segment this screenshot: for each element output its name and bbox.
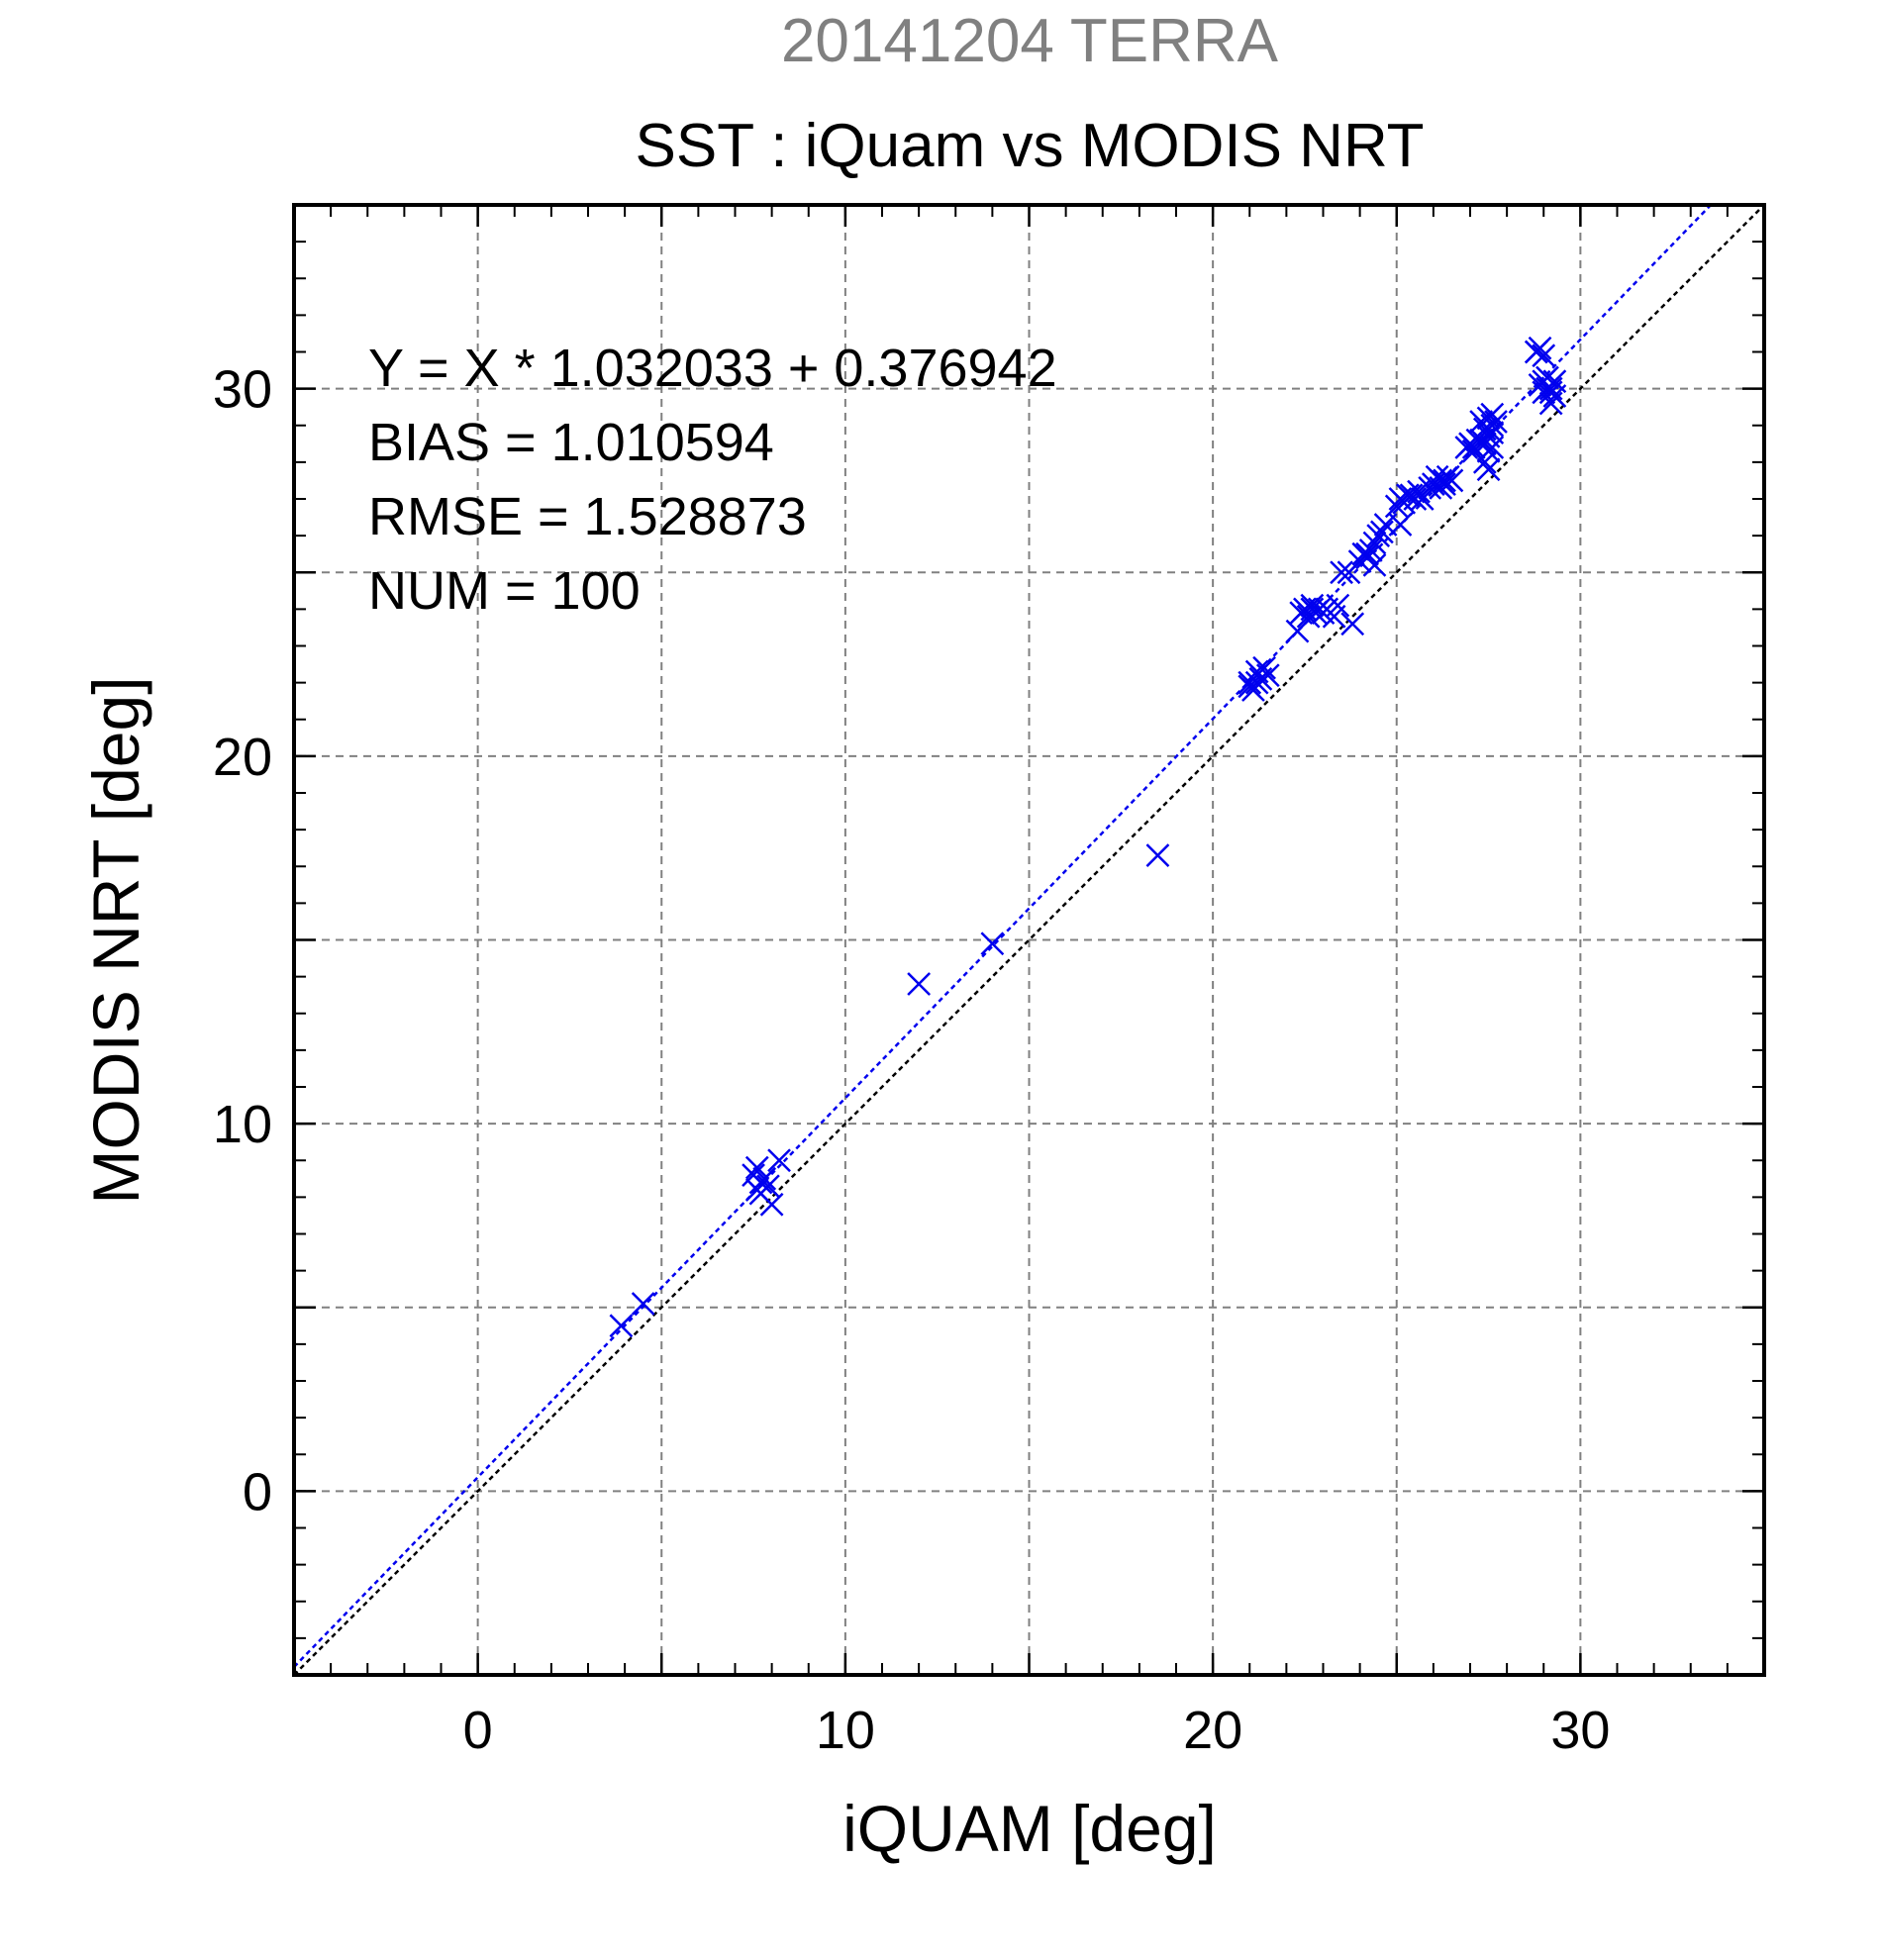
data-point [1480,421,1505,445]
data-point [767,1148,791,1173]
count-value: NUM = 100 [368,561,641,621]
data-point [631,1292,655,1316]
data-point [752,1166,777,1191]
data-point [1388,513,1413,537]
rmse-value: RMSE = 1.528873 [368,487,807,546]
data-point [1433,468,1456,493]
data-point [1461,436,1486,459]
data-point [1524,340,1548,364]
data-point [1410,487,1435,511]
plot-frame [292,203,1766,1677]
data-point [1538,376,1563,401]
data-point [1255,663,1280,688]
y-tick-label: 20 [213,728,272,787]
grid [294,205,1764,1675]
data-point [1532,343,1556,368]
x-tick-labels: 0 10 20 30 [463,1701,1611,1760]
data-point [1238,674,1262,699]
data-point [1145,843,1170,867]
regression-equation: Y = X * 1.032033 + 0.376942 [368,339,1057,398]
data-point [1355,541,1379,566]
major-ticks [294,205,1764,1675]
data-points [609,336,1567,1338]
y-tick-label: 30 [213,360,272,420]
data-point [1542,384,1567,408]
data-point [907,972,932,996]
data-point [1439,468,1464,493]
data-point [1476,457,1501,482]
data-point [1429,475,1453,500]
y-axis-label: MODIS NRT [deg] [79,676,152,1204]
chart-title: 20141204 TERRA [781,7,1279,75]
data-point [1322,604,1346,629]
data-point [980,931,1005,956]
data-point [1480,402,1505,427]
data-point [1362,531,1387,555]
data-point [1252,655,1276,680]
stats-annotation: Y = X * 1.032033 + 0.376942 BIAS = 1.010… [368,339,1057,621]
data-point [1244,670,1269,695]
y-tick-label: 10 [213,1095,272,1154]
x-tick-label: 20 [1183,1701,1242,1760]
x-tick-label: 10 [816,1701,875,1760]
chart-subtitle: SST : iQuam vs MODIS NRT [636,112,1425,180]
data-point [1330,560,1353,585]
y-tick-labels: 0 10 20 30 [213,360,272,1522]
data-point [1300,593,1325,618]
data-point [1476,439,1501,463]
data-point [1403,487,1428,511]
data-point [1340,612,1365,637]
data-point [609,1314,634,1338]
identity-line [293,204,1765,1676]
x-axis-label: iQUAM [deg] [842,1792,1217,1865]
y-tick-label: 0 [243,1462,272,1521]
x-tick-label: 0 [463,1701,493,1760]
data-point [748,1181,773,1206]
data-point [1362,552,1387,577]
bias-value: BIAS = 1.010594 [368,413,774,472]
data-point [744,1155,769,1180]
data-point [1285,619,1310,643]
data-point [1370,520,1394,544]
data-point [1300,597,1325,622]
data-point [1396,483,1420,508]
x-tick-label: 30 [1550,1701,1610,1760]
